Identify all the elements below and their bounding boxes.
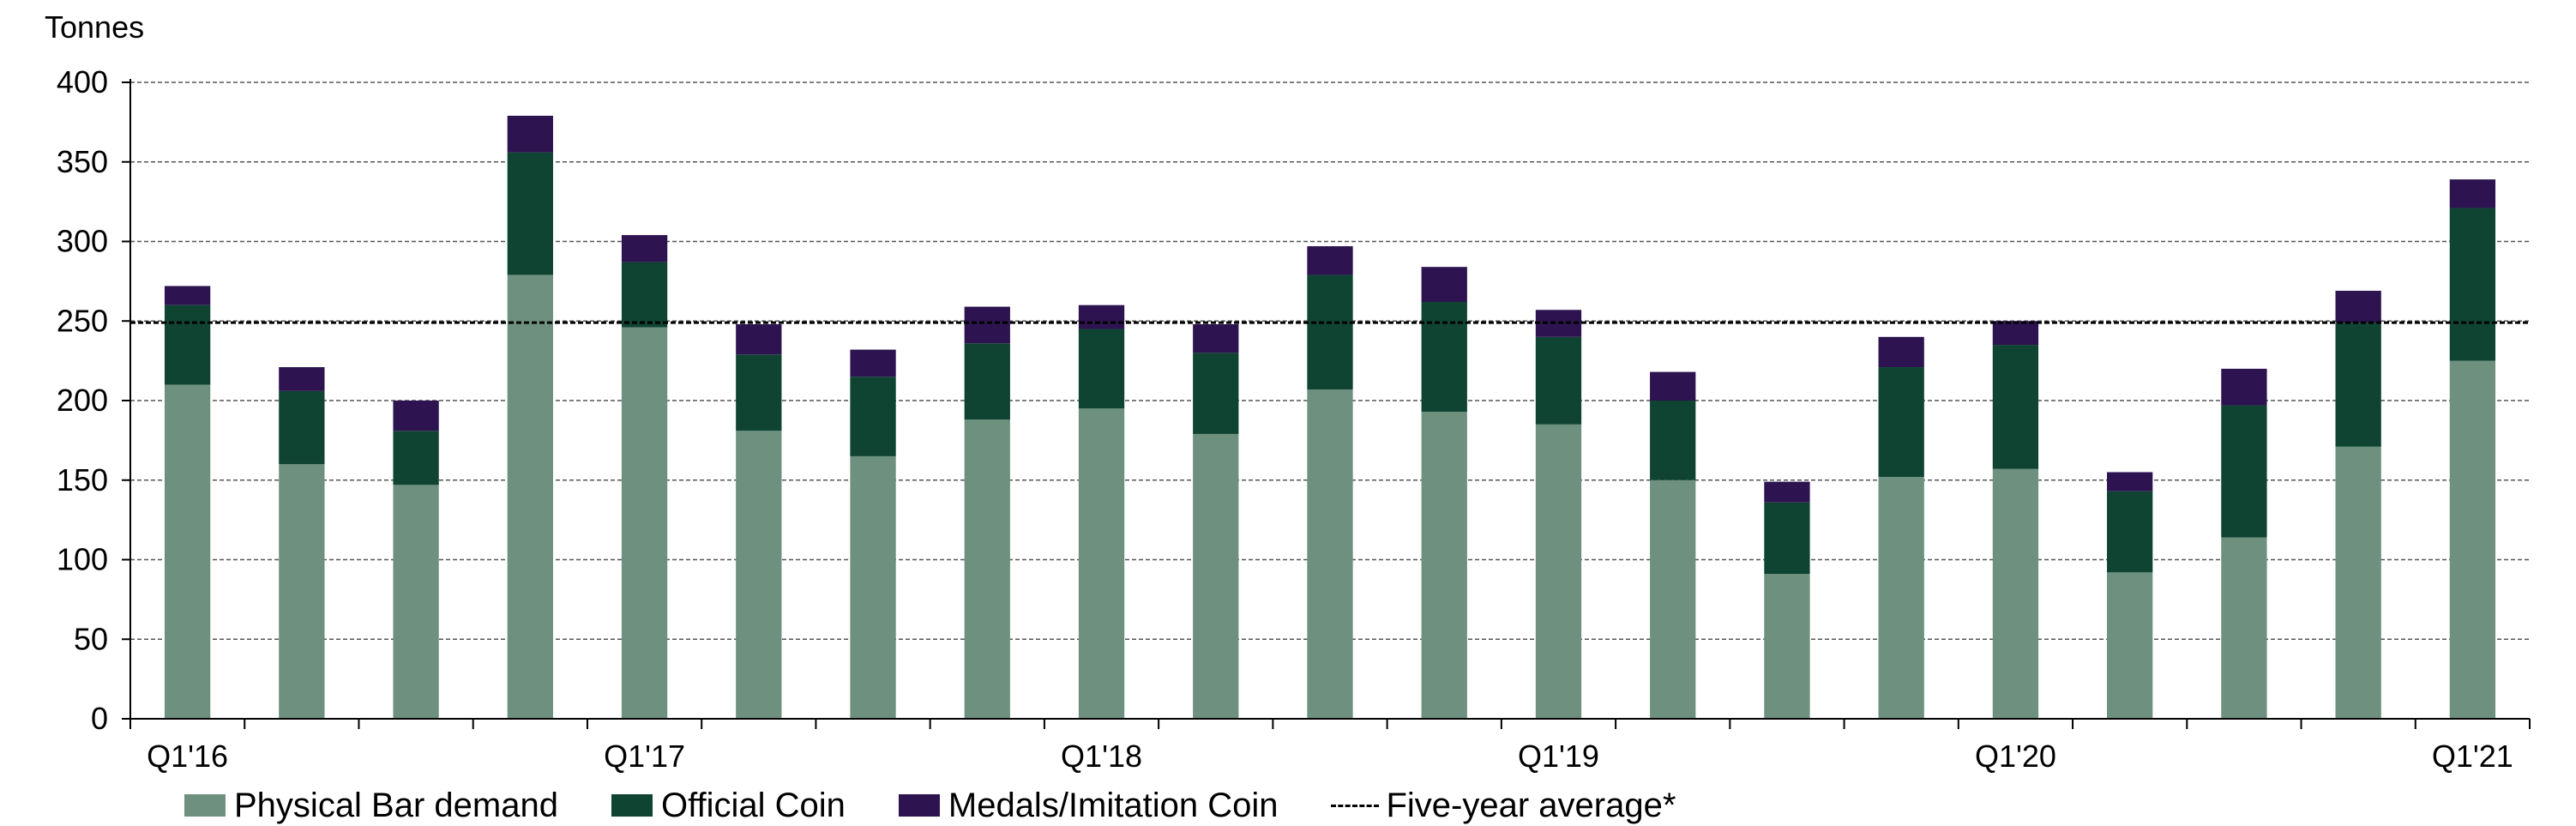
bar-segment-official-coin [2107, 491, 2153, 573]
bar-segment-medals-imitation-coin [1878, 336, 1924, 368]
bar-segment-medals-imitation-coin [2221, 368, 2267, 406]
x-tick-label: Q1'18 [1061, 739, 1142, 774]
bar-segment-physical-bar-demand [1535, 424, 1582, 719]
bar-segment-medals-imitation-coin [393, 401, 439, 431]
legend: Physical Bar demand Official Coin Medals… [184, 787, 1729, 824]
bar-segment-official-coin [1193, 353, 1239, 434]
bar-segment-physical-bar-demand [1193, 433, 1239, 719]
bar-segment-medals-imitation-coin [1307, 246, 1353, 275]
y-tick-label: 300 [57, 224, 108, 259]
bar-segment-physical-bar-demand [1421, 411, 1467, 719]
legend-item-physical-bar: Physical Bar demand [184, 788, 558, 823]
bar-segment-official-coin [1078, 329, 1125, 409]
bar-segment-physical-bar-demand [2107, 572, 2153, 719]
bar-segment-medals-imitation-coin [2449, 179, 2496, 208]
bar-segment-physical-bar-demand [279, 464, 325, 719]
bar-segment-physical-bar-demand [1307, 389, 1353, 719]
bar-segment-medals-imitation-coin [1078, 304, 1125, 329]
bar-segment-official-coin [164, 304, 211, 385]
bar-segment-physical-bar-demand [1878, 477, 1924, 719]
bar-segment-medals-imitation-coin [1650, 371, 1696, 401]
bar-segment-medals-imitation-coin [2107, 472, 2153, 491]
x-tick-label: Q1'19 [1518, 739, 1599, 774]
y-axis-unit-label: Tonnes [45, 9, 145, 45]
bar-segment-medals-imitation-coin [164, 286, 211, 305]
legend-item-medals: Medals/Imitation Coin [898, 787, 1279, 824]
bar-segment-official-coin [1764, 502, 1810, 575]
bar-segment-official-coin [1878, 367, 1924, 478]
bar-segment-official-coin [279, 390, 325, 465]
bar-segment-physical-bar-demand [1764, 574, 1810, 719]
bar-segment-physical-bar-demand [621, 327, 668, 719]
x-tick-label: Q1'20 [1975, 739, 2056, 774]
y-tick-label: 350 [57, 144, 108, 179]
y-tick-label: 100 [57, 542, 108, 577]
x-tick-label: Q1'17 [604, 739, 685, 774]
x-axis: Q1'16 Q1'17 Q1'18 Q1'19 Q1'20 Q1'21 [129, 79, 2531, 774]
bar-segment-physical-bar-demand [1650, 479, 1696, 719]
bar-segment-official-coin [2221, 405, 2267, 538]
bar-segment-medals-imitation-coin [1992, 321, 2039, 346]
bar-segment-official-coin [621, 262, 668, 328]
bar-segment-physical-bar-demand [964, 419, 1010, 719]
bar-segment-medals-imitation-coin [736, 323, 782, 355]
y-tick-label: 50 [74, 621, 108, 656]
bar-segment-physical-bar-demand [1992, 468, 2039, 719]
bar-segment-physical-bar-demand [2221, 537, 2267, 719]
bar-segment-official-coin [850, 377, 896, 456]
legend-label-medals: Medals/Imitation Coin [948, 787, 1279, 824]
bar-segment-official-coin [1421, 301, 1467, 412]
bar-segment-physical-bar-demand [850, 455, 896, 719]
legend-label-physical-bar: Physical Bar demand [234, 787, 558, 824]
legend-item-official-coin: Official Coin [611, 788, 846, 823]
y-tick-label: 0 [91, 701, 108, 736]
y-tick-label: 150 [57, 462, 108, 497]
bar-segment-medals-imitation-coin [621, 235, 668, 262]
bar-segment-medals-imitation-coin [850, 349, 896, 377]
bar-segment-medals-imitation-coin [1193, 323, 1239, 353]
bar-segment-official-coin [1535, 336, 1582, 425]
bar-segment-official-coin [964, 343, 1010, 420]
x-tick-label: Q1'21 [2432, 739, 2513, 774]
bar-segment-official-coin [1650, 401, 1696, 480]
bar-segment-official-coin [507, 152, 553, 275]
x-tick-label: Q1'16 [147, 739, 228, 774]
bar-segment-official-coin [393, 431, 439, 485]
y-tick-label: 200 [57, 383, 108, 418]
bar-segment-physical-bar-demand [1078, 408, 1125, 719]
bar-segment-official-coin [2449, 208, 2496, 361]
y-axis-ticks: 0 50 100 150 200 250 300 350 400 [57, 64, 130, 736]
bar-segment-physical-bar-demand [2449, 360, 2496, 719]
bar-segment-physical-bar-demand [736, 431, 782, 719]
bar-segment-medals-imitation-coin [1421, 267, 1467, 302]
bar-segment-official-coin [2335, 323, 2381, 447]
legend-dash-sample [1331, 804, 1380, 807]
bar-segment-medals-imitation-coin [279, 367, 325, 391]
bar-segment-medals-imitation-coin [1764, 481, 1810, 503]
bar-segment-physical-bar-demand [393, 485, 439, 719]
bar-segment-physical-bar-demand [507, 274, 553, 720]
legend-swatch-medals [898, 794, 940, 817]
legend-swatch-official-coin [611, 794, 653, 817]
legend-item-five-year-average: Five-year average* [1331, 788, 1676, 823]
bar-segment-physical-bar-demand [164, 384, 211, 719]
bar-segment-medals-imitation-coin [507, 115, 553, 153]
legend-label-official-coin: Official Coin [660, 787, 846, 824]
bar-segment-medals-imitation-coin [964, 306, 1010, 344]
bar-segment-medals-imitation-coin [2335, 291, 2381, 323]
legend-swatch-physical-bar [184, 794, 226, 817]
y-tick-label: 250 [57, 303, 108, 338]
bar-segment-official-coin [1992, 345, 2039, 469]
bars [164, 115, 2496, 720]
y-tick-label: 400 [57, 64, 108, 99]
bar-segment-physical-bar-demand [2335, 446, 2381, 719]
legend-label-five-year-average: Five-year average* [1386, 787, 1676, 824]
bar-segment-official-coin [1307, 274, 1353, 390]
bar-segment-official-coin [736, 354, 782, 431]
